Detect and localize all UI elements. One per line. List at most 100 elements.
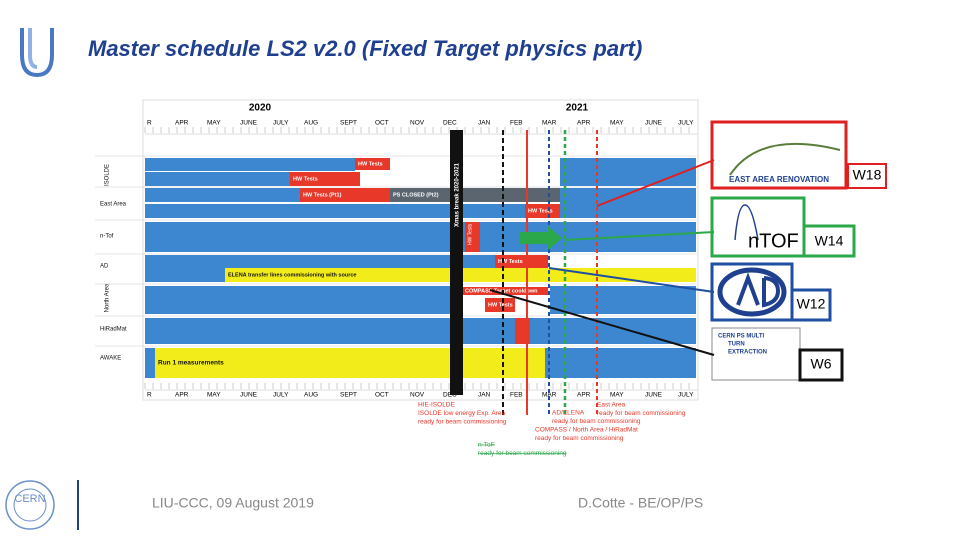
note-line: ISOLDE low energy Exp. Area	[418, 410, 505, 417]
month-label: JUNE	[240, 120, 258, 127]
row-label: ISOLDE	[105, 164, 111, 186]
callout-label: W6	[811, 356, 832, 372]
callout-logo: EAST AREA RENOVATION	[729, 175, 829, 184]
month-label: JULY	[678, 120, 694, 127]
callout-logo: nTOF	[748, 230, 799, 252]
u-shape-inner	[28, 28, 38, 69]
month-label: NOV	[410, 120, 425, 127]
schedule-bar	[465, 222, 480, 252]
xmas-label: Xmas break 2020-2021	[455, 162, 461, 227]
month-label: MAY	[610, 392, 624, 399]
connector	[596, 159, 715, 207]
schedule-bar	[525, 204, 560, 218]
cern-ring	[13, 488, 47, 522]
callout-box	[790, 288, 832, 322]
month-label: OCT	[375, 392, 389, 399]
footer-right: D.Cotte - BE/OP/PS	[578, 495, 703, 511]
month-label: JULY	[273, 120, 289, 127]
ntof-logo-box	[710, 196, 806, 258]
month-label: NOV	[410, 392, 425, 399]
callout-logo-line: CERN PS MULTI	[718, 334, 765, 340]
schedule: 2020 2021 R APR MAY JUNE JULY AUG SEPT OCT NOV DEC J…	[95, 99, 699, 415]
schedule-bar	[290, 172, 360, 186]
callout-logo-line: TURN	[728, 342, 745, 348]
cern-logo-text: CERN	[14, 493, 45, 505]
green-arrow	[520, 226, 562, 250]
cern-logo: CERN	[5, 480, 55, 530]
bar-label: ELENA transfer lines commissioning with …	[228, 272, 356, 278]
month-label: SEPT	[340, 120, 357, 127]
schedule-bar	[145, 348, 155, 378]
month-label: MAR	[542, 392, 557, 399]
footer-left: LIU-CCC, 09 August 2019	[152, 495, 314, 511]
schedule-bar	[462, 287, 548, 295]
row-label: East Area	[100, 202, 127, 208]
schedule-bar	[300, 188, 390, 202]
callout-label: W18	[853, 167, 882, 183]
schedule-bar	[145, 222, 465, 252]
note-line: ready for beam commissioning	[535, 435, 624, 442]
month-label: SEPT	[340, 392, 357, 399]
row-label: AD	[100, 264, 109, 270]
month-label: MAY	[207, 392, 221, 399]
ntof-curve	[734, 204, 759, 241]
bar-label: PS CLOSED (Pt2)	[393, 192, 439, 198]
schedule-bar	[145, 158, 355, 171]
month-label: OCT	[375, 120, 389, 127]
bar-label: HW Tests	[467, 223, 473, 245]
bar-label: HW Tests (Pt1)	[303, 192, 342, 198]
schedule-bar	[145, 188, 300, 202]
schedule-bar	[560, 158, 696, 186]
month-label: JUNE	[240, 392, 258, 399]
schedule-bar	[155, 348, 545, 378]
bar-label: HW Tests	[488, 302, 513, 308]
u-shape	[20, 28, 54, 78]
month-label: MAY	[207, 120, 221, 127]
note-line: ready for beam commissioning	[552, 418, 641, 425]
callout-label: W14	[815, 233, 844, 249]
month-label: MAR	[542, 120, 557, 127]
month-label: DEC	[443, 120, 457, 127]
month-label: APR	[175, 392, 189, 399]
month-label: R	[147, 392, 152, 399]
schedule-bar	[480, 222, 696, 252]
east-area-swoosh	[729, 142, 841, 176]
month-label: JUNE	[645, 120, 663, 127]
row-label: AWAKE	[100, 356, 121, 362]
month-label: APR	[577, 392, 591, 399]
schedule-bar	[495, 255, 548, 268]
bar-label: HW Tests	[498, 259, 523, 265]
note-line: East Area	[597, 402, 626, 409]
schedule-bar	[560, 188, 696, 218]
month-label: FEB	[510, 120, 523, 127]
note-line: COMPASS / North Area / HiRadMat	[535, 427, 638, 434]
callout-logo-line: EXTRACTION	[728, 350, 767, 356]
schedule-bar	[145, 286, 462, 314]
schedule-bar	[145, 204, 525, 218]
ad-logo	[717, 267, 787, 317]
month-label: JAN	[478, 120, 491, 127]
month-label: JULY	[273, 392, 289, 399]
xmas-bar	[450, 130, 463, 395]
month-label: MAY	[610, 120, 624, 127]
callout-label: W12	[797, 296, 826, 312]
month-label: JULY	[678, 392, 694, 399]
row-label: HiRadMat	[100, 327, 127, 333]
note-line: ready for beam commissioning	[418, 419, 507, 426]
schedule-bar	[355, 158, 390, 170]
schedule-bar	[390, 188, 560, 202]
connector	[548, 267, 715, 293]
bar-label: COMPASS Target cooldown	[465, 288, 538, 294]
month-label: AUG	[304, 120, 318, 127]
month-label: APR	[577, 120, 591, 127]
bar-label: Run 1 measurements	[158, 360, 224, 367]
month-label: JUNE	[645, 392, 663, 399]
callout-box	[802, 224, 856, 258]
note-line: ready for beam commissioning	[597, 410, 686, 417]
east-area-logo-box	[710, 120, 848, 190]
ad-letters	[736, 272, 781, 308]
bar-label: HW Tests	[293, 176, 318, 182]
schedule-bar	[485, 298, 515, 312]
row-label: North Area	[105, 283, 111, 312]
schedule-bar	[145, 255, 495, 268]
